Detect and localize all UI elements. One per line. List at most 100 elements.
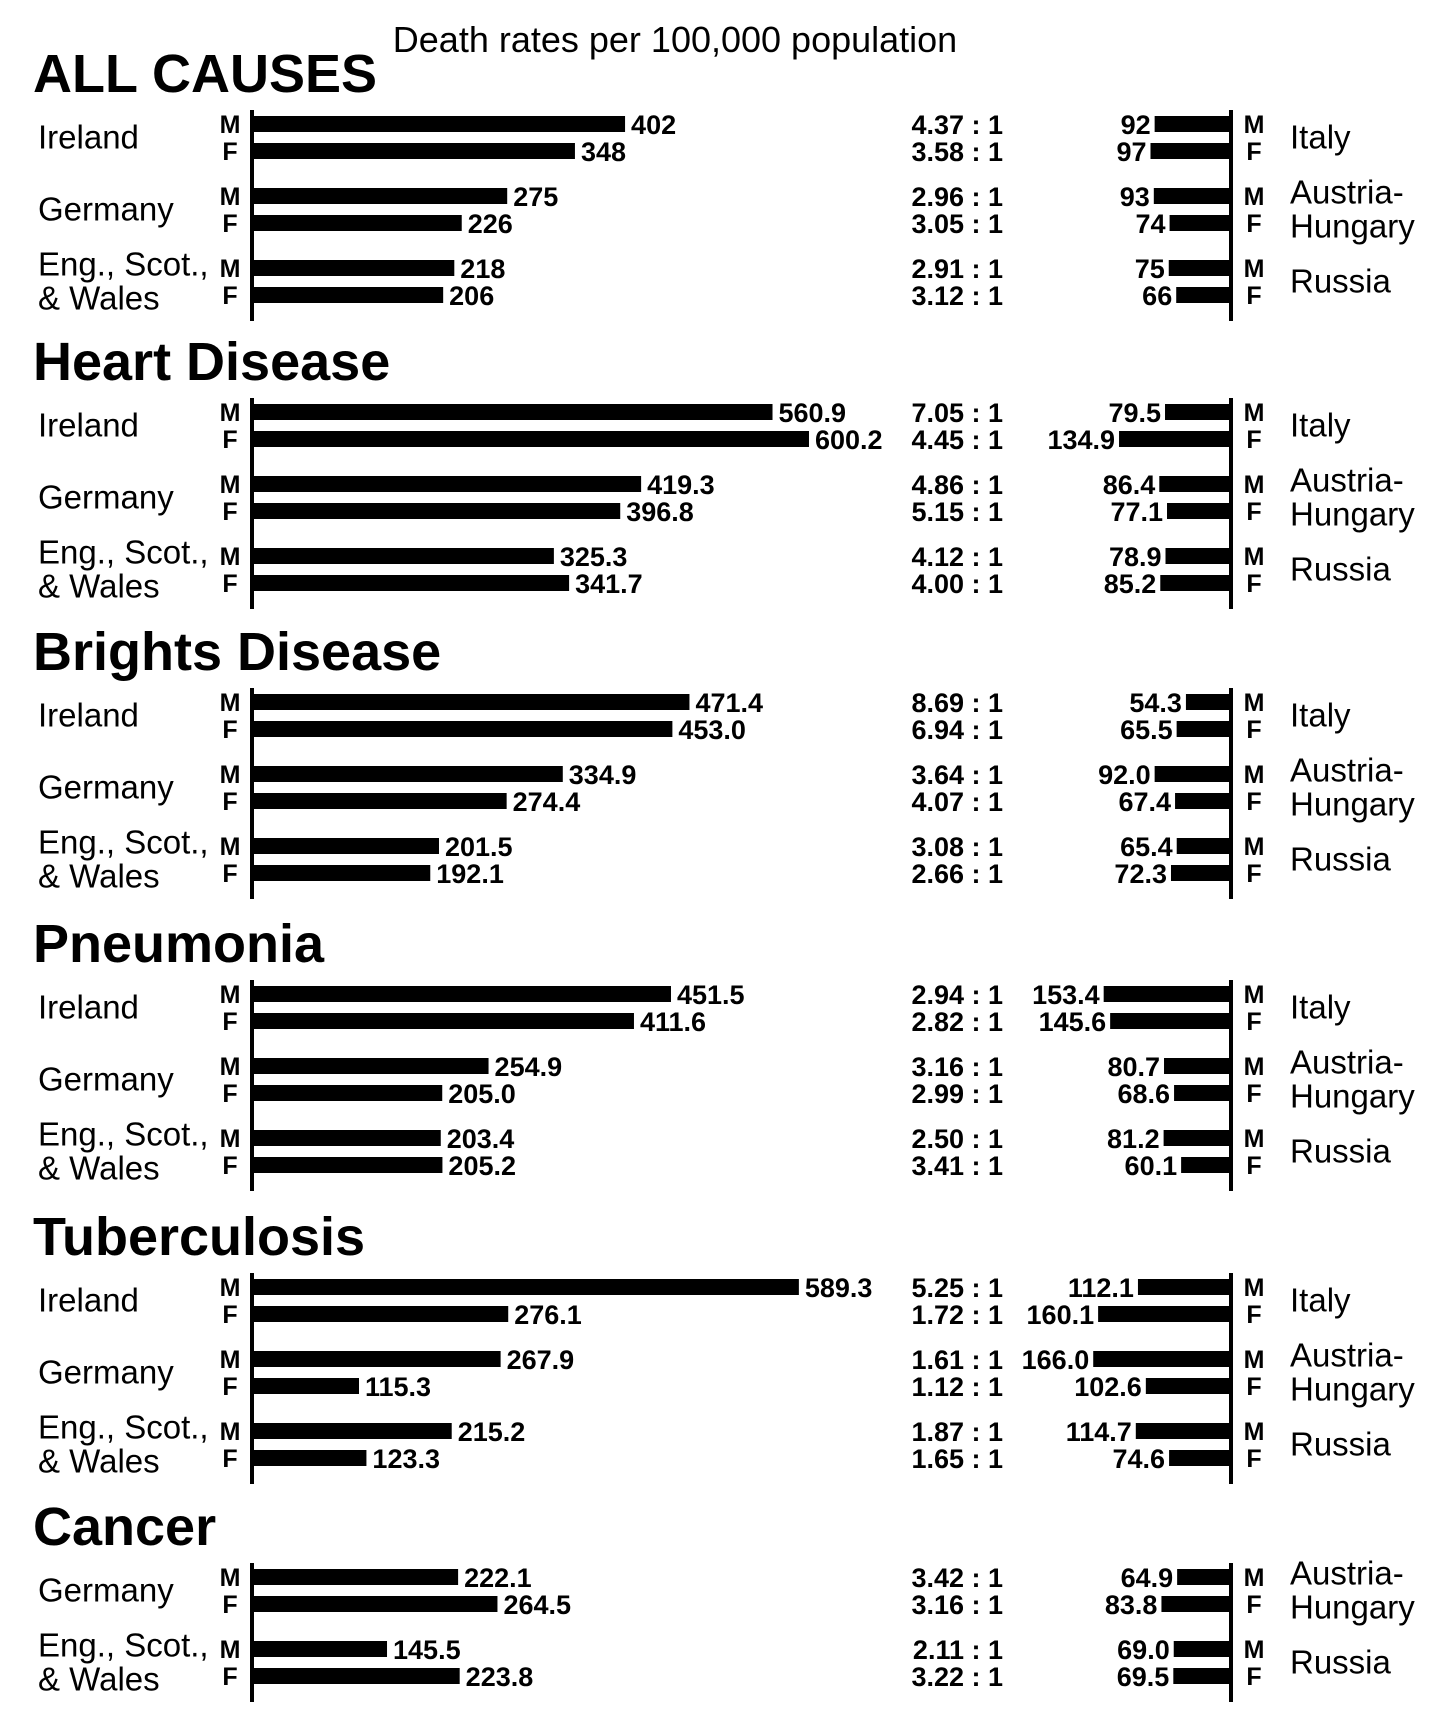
right-sex-label: F xyxy=(1246,570,1261,598)
ratio-label: 3.22 : 1 xyxy=(911,1662,1003,1692)
right-bar xyxy=(1169,215,1231,231)
left-value-label: 215.2 xyxy=(458,1417,526,1447)
right-country-label: Austria-Hungary xyxy=(1290,462,1415,533)
right-value-label: 86.4 xyxy=(1103,470,1156,500)
left-country-label: Eng., Scot., & Wales xyxy=(38,1409,209,1480)
right-country-label: Russia xyxy=(1290,263,1392,300)
left-sex-label: M xyxy=(220,1346,241,1374)
left-bar xyxy=(252,1569,459,1585)
left-value-label: 341.7 xyxy=(575,569,643,599)
right-value-label: 67.4 xyxy=(1118,787,1171,817)
left-sex-label: F xyxy=(222,498,237,526)
left-value-label: 115.3 xyxy=(365,1372,431,1402)
left-sex-label: M xyxy=(220,183,241,211)
right-sex-label: M xyxy=(1244,255,1265,283)
left-bar xyxy=(252,1013,634,1029)
left-bar xyxy=(252,1130,441,1146)
left-bar xyxy=(252,476,642,492)
left-value-label: 560.9 xyxy=(779,398,847,428)
ratio-label: 3.41 : 1 xyxy=(911,1151,1003,1181)
right-bar xyxy=(1177,1569,1231,1585)
ratio-label: 2.66 : 1 xyxy=(911,859,1003,889)
right-value-label: 77.1 xyxy=(1110,497,1163,527)
left-value-label: 325.3 xyxy=(560,542,628,572)
right-sex-label: M xyxy=(1244,761,1265,789)
right-country-label: Russia xyxy=(1290,1426,1392,1463)
left-bar xyxy=(252,1378,359,1394)
right-sex-label: F xyxy=(1246,1152,1261,1180)
right-value-label: 79.5 xyxy=(1108,398,1161,428)
section-title: Cancer xyxy=(33,1497,216,1557)
left-country-label: Germany xyxy=(38,1061,174,1098)
ratio-label: 5.25 : 1 xyxy=(911,1273,1003,1303)
left-sex-label: F xyxy=(222,860,237,888)
left-country-label: Ireland xyxy=(38,119,139,156)
right-value-label: 83.8 xyxy=(1105,1590,1158,1620)
ratio-label: 3.42 : 1 xyxy=(911,1563,1003,1593)
left-bar xyxy=(252,1157,443,1173)
right-value-label: 65.4 xyxy=(1120,832,1173,862)
right-bar xyxy=(1093,1351,1231,1367)
left-value-label: 192.1 xyxy=(436,859,504,889)
ratio-label: 4.45 : 1 xyxy=(911,425,1003,455)
left-sex-label: M xyxy=(220,1564,241,1592)
ratio-label: 3.64 : 1 xyxy=(911,760,1003,790)
right-bar xyxy=(1181,1157,1231,1173)
left-value-label: 203.4 xyxy=(447,1124,515,1154)
right-sex-label: M xyxy=(1244,1564,1265,1592)
left-sex-label: M xyxy=(220,1636,241,1664)
left-country-label: Eng., Scot., & Wales xyxy=(38,246,209,317)
right-bar xyxy=(1176,838,1231,854)
left-country-label: Eng., Scot., & Wales xyxy=(38,1116,209,1187)
left-value-label: 201.5 xyxy=(445,832,513,862)
right-value-label: 60.1 xyxy=(1125,1151,1178,1181)
right-sex-label: F xyxy=(1246,426,1261,454)
right-value-label: 85.2 xyxy=(1104,569,1157,599)
left-country-label: Germany xyxy=(38,1572,174,1609)
left-sex-label: M xyxy=(220,1125,241,1153)
left-bar xyxy=(252,575,570,591)
right-bar xyxy=(1167,503,1231,519)
left-sex-label: F xyxy=(222,716,237,744)
right-sex-label: M xyxy=(1244,981,1265,1009)
right-bar xyxy=(1154,116,1231,132)
right-sex-label: F xyxy=(1246,282,1261,310)
left-bar xyxy=(252,116,626,132)
right-bar xyxy=(1098,1306,1231,1322)
left-value-label: 334.9 xyxy=(569,760,637,790)
left-value-label: 205.2 xyxy=(448,1151,516,1181)
left-sex-label: F xyxy=(222,1591,237,1619)
right-country-label: Austria-Hungary xyxy=(1290,174,1415,245)
ratio-label: 5.15 : 1 xyxy=(911,497,1003,527)
right-country-label: Italy xyxy=(1290,119,1351,156)
right-value-label: 80.7 xyxy=(1107,1052,1160,1082)
right-bar xyxy=(1168,260,1231,276)
section-2: Brights Disease Ireland Italy M 471.4 8.69 : … xyxy=(33,622,1415,899)
right-value-label: 145.6 xyxy=(1039,1007,1107,1037)
ratio-label: 1.12 : 1 xyxy=(911,1372,1003,1402)
left-sex-label: M xyxy=(220,399,241,427)
left-bar xyxy=(252,1596,498,1612)
right-sex-label: F xyxy=(1246,1008,1261,1036)
left-bar xyxy=(252,143,575,159)
ratio-label: 2.50 : 1 xyxy=(911,1124,1003,1154)
right-sex-label: F xyxy=(1246,1301,1261,1329)
right-sex-label: F xyxy=(1246,788,1261,816)
right-sex-label: M xyxy=(1244,1418,1265,1446)
right-sex-label: M xyxy=(1244,1346,1265,1374)
left-sex-label: M xyxy=(220,543,241,571)
left-sex-label: F xyxy=(222,1080,237,1108)
right-country-label: Austria-Hungary xyxy=(1290,1044,1415,1115)
right-country-label: Austria-Hungary xyxy=(1290,1337,1415,1408)
left-value-label: 451.5 xyxy=(677,980,745,1010)
ratio-label: 4.37 : 1 xyxy=(911,110,1003,140)
section-1: Heart Disease Ireland Italy M 560.9 7.05 : 1 7… xyxy=(33,332,1415,609)
right-value-label: 69.0 xyxy=(1117,1635,1170,1665)
left-value-label: 275 xyxy=(513,182,558,212)
left-value-label: 205.0 xyxy=(448,1079,516,1109)
left-value-label: 471.4 xyxy=(695,688,763,718)
left-value-label: 206 xyxy=(449,281,494,311)
right-value-label: 112.1 xyxy=(1068,1273,1134,1303)
right-value-label: 68.6 xyxy=(1117,1079,1170,1109)
